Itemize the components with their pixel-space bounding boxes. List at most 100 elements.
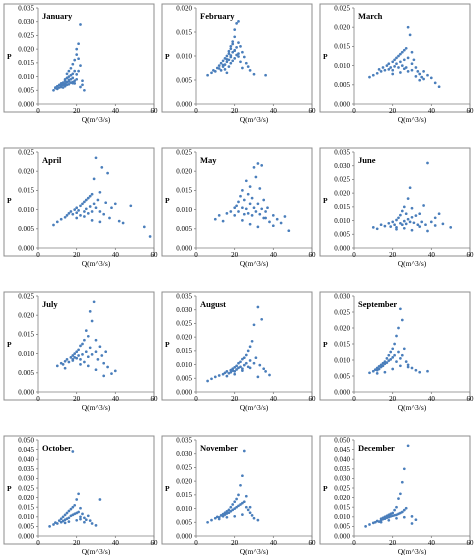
- data-point: [237, 41, 240, 44]
- data-point: [402, 48, 406, 52]
- data-point: [233, 507, 237, 510]
- data-point: [235, 204, 238, 208]
- data-point: [94, 338, 98, 342]
- data-point: [400, 209, 404, 213]
- data-point: [437, 85, 441, 89]
- data-point: [98, 498, 102, 501]
- data-point: [402, 58, 406, 62]
- data-point: [397, 54, 400, 58]
- x-tick-label: 60: [151, 539, 159, 547]
- data-point: [73, 352, 77, 355]
- data-point: [242, 198, 246, 202]
- x-axis-label: Q(m^3/s): [240, 547, 269, 555]
- data-point: [129, 204, 133, 208]
- data-point: [371, 369, 375, 373]
- data-point: [412, 58, 416, 62]
- data-point: [391, 347, 395, 351]
- data-point: [393, 342, 396, 346]
- panel-title: December: [358, 443, 395, 453]
- data-point: [414, 368, 418, 372]
- data-point: [102, 212, 106, 216]
- data-point: [254, 210, 258, 213]
- data-point: [98, 210, 102, 213]
- data-point: [412, 221, 416, 225]
- y-tick-label: 0.000: [334, 532, 350, 540]
- panel-frame: [161, 147, 313, 257]
- y-tick-label: 0.010: [18, 73, 34, 81]
- y-tick-label: 0.025: [334, 4, 350, 12]
- x-tick-label: 40: [428, 107, 436, 115]
- y-tick-label: 0.020: [18, 168, 34, 176]
- y-tick-label: 0.005: [334, 231, 350, 239]
- data-point: [225, 509, 229, 513]
- data-point: [264, 216, 267, 220]
- x-tick-label: 60: [467, 251, 474, 259]
- data-point: [242, 500, 246, 504]
- y-tick-label: 0.015: [334, 504, 350, 512]
- data-point: [244, 361, 248, 365]
- data-point: [217, 64, 221, 67]
- data-point: [84, 329, 88, 332]
- data-point: [90, 522, 94, 525]
- data-point: [383, 224, 387, 228]
- data-point: [67, 509, 71, 513]
- y-tick-label: 0.030: [334, 162, 350, 170]
- y-tick-label: 0.010: [176, 52, 192, 60]
- data-point: [235, 53, 238, 57]
- data-point: [77, 492, 80, 496]
- data-point: [437, 212, 441, 216]
- data-point: [402, 467, 406, 471]
- x-axis-label: Q(m^3/s): [82, 403, 111, 412]
- data-point: [402, 515, 406, 519]
- data-point: [221, 219, 225, 223]
- data-point: [250, 214, 254, 217]
- panel-february: 0.000 0.005 0.010 0.015 0.020 0 20 40 60 February…: [161, 3, 316, 124]
- data-point: [395, 516, 398, 520]
- data-point: [397, 216, 400, 220]
- panel-frame: [161, 3, 313, 113]
- y-tick-label: 0.035: [18, 4, 34, 12]
- panel-frame: [3, 291, 155, 401]
- data-point: [242, 356, 246, 360]
- data-point: [266, 206, 269, 210]
- data-point: [75, 211, 79, 215]
- panel-may: 0.000 0.005 0.010 0.015 0.020 0.025 0 20 40 60 May…: [161, 147, 316, 268]
- data-point: [420, 75, 424, 79]
- data-point: [395, 227, 398, 231]
- data-point: [92, 202, 96, 206]
- data-point: [94, 368, 98, 372]
- data-point: [67, 80, 71, 83]
- y-tick-label: 0.030: [18, 18, 34, 26]
- data-point: [233, 28, 237, 31]
- data-point: [75, 206, 79, 210]
- data-point: [239, 483, 242, 487]
- data-point: [422, 77, 425, 81]
- y-tick-label: 0.000: [176, 388, 192, 396]
- data-point: [399, 60, 402, 64]
- y-tick-label: 0.025: [18, 148, 34, 156]
- data-point: [79, 363, 82, 366]
- data-point: [142, 225, 146, 229]
- data-point: [233, 35, 237, 39]
- data-point: [383, 68, 387, 72]
- data-point: [217, 214, 221, 217]
- data-point: [227, 58, 231, 62]
- data-point: [75, 216, 79, 220]
- data-point: [55, 84, 59, 88]
- data-point: [52, 523, 55, 526]
- data-point: [71, 72, 75, 76]
- data-point: [67, 69, 71, 73]
- panel-frame: [3, 435, 155, 545]
- data-point: [246, 192, 250, 196]
- data-point: [237, 493, 240, 497]
- data-point: [241, 189, 244, 192]
- panel-title: April: [42, 155, 62, 165]
- data-point: [391, 72, 395, 76]
- data-point: [52, 223, 55, 227]
- data-point: [399, 71, 402, 74]
- data-point: [383, 360, 387, 363]
- data-point: [67, 360, 71, 364]
- y-tick-label: 0.020: [176, 4, 192, 12]
- data-point: [399, 213, 402, 217]
- panel-march: 0.000 0.005 0.010 0.015 0.020 0.025 0 20 40 60 Mar…: [319, 3, 474, 124]
